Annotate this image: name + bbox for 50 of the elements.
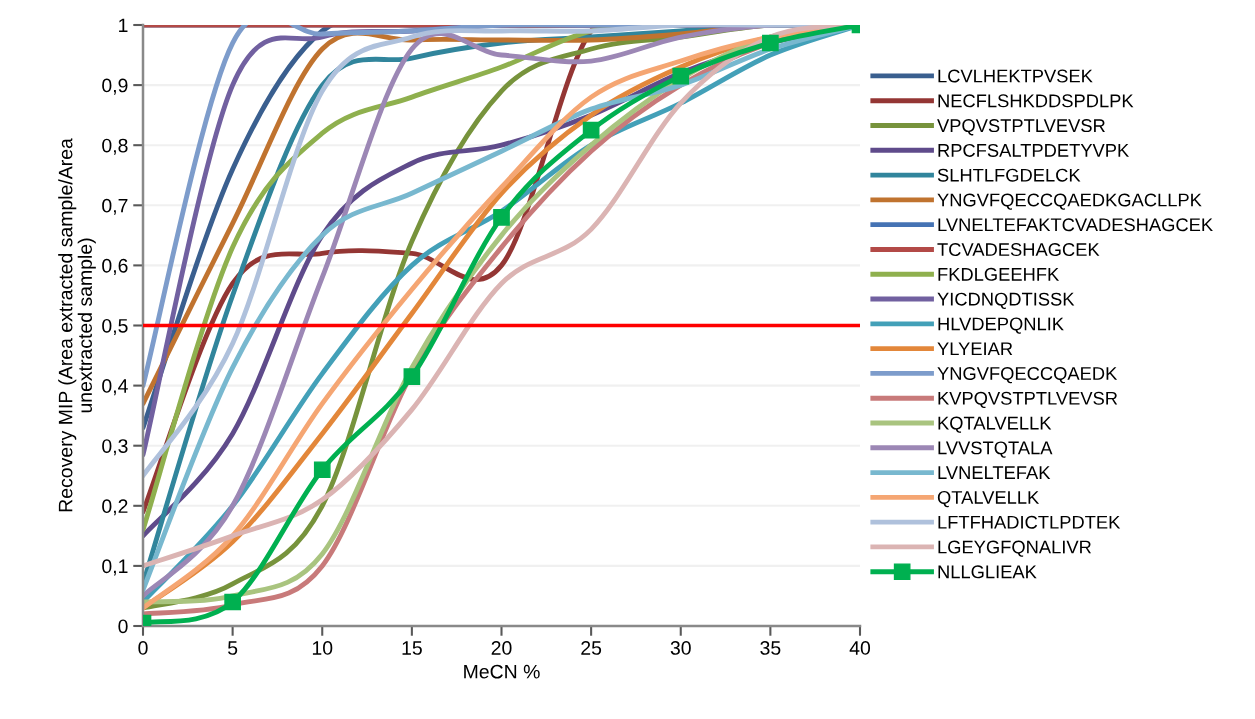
point [762, 34, 779, 52]
y-tick-label: 0,1 [102, 559, 128, 576]
x-tick-label: 30 [670, 641, 691, 655]
legend-label: QTALVELLK [937, 490, 1040, 508]
x-tick-label: 0 [138, 641, 148, 655]
legend-label: NECFLSHKDDSPDLPK [938, 94, 1134, 108]
y-tick-label: 0,2 [102, 499, 128, 516]
point [224, 593, 241, 611]
y-tick-label: 0,8 [102, 138, 128, 155]
x-tick-label: 10 [312, 641, 333, 655]
y-tick-label: 0,4 [102, 379, 128, 396]
y-tick-label: 0,9 [102, 78, 128, 95]
point [403, 368, 421, 385]
legend-label: HLVDEPQNLIK [938, 317, 1064, 334]
point [672, 67, 690, 85]
legend-label: YICDNQDTISSK [937, 292, 1075, 309]
legend-label: LFTFHADICTLPDTEK [938, 515, 1121, 529]
legend-label: KVPQVSTPTLVEVSR [938, 391, 1118, 409]
point [582, 121, 600, 139]
legend-label: LVVSTQTALA [938, 441, 1053, 458]
legend-label: LVNELTEFAKTCVADESHAGCEK [938, 218, 1213, 232]
y-tick-label: 0,6 [102, 258, 128, 275]
y-tick-label: 0,3 [102, 439, 128, 456]
legend-label: FKDLGEEHFK [938, 267, 1060, 281]
legend-label: LGEYGFQNALIVR [938, 540, 1092, 557]
legend-label: YLYEIAR [937, 342, 1013, 356]
legend-label: YNGVFQECCQAEDK [937, 367, 1118, 384]
x-axis-title: MeCN % [464, 664, 540, 679]
point [313, 461, 331, 479]
legend-label: LCVLHEKTPVSEK [938, 69, 1093, 83]
legend-label: KQTALVELLK [938, 416, 1052, 433]
legend-label: SLHTLFGDELCK [937, 168, 1081, 182]
legend-label: YNGVFQECCQAEDKGACLLPK [937, 193, 1202, 210]
x-tick-label: 5 [228, 641, 238, 655]
x-tick-label: 20 [491, 641, 512, 655]
y-tick-label: 0 [118, 619, 128, 634]
point [493, 208, 510, 226]
legend-label: NLLGLIEAK [938, 565, 1037, 579]
y-axis-title: Recovery MIP (Area extracted sample/Area unextracted sample) [58, 138, 96, 512]
y-tick-label: 0,7 [102, 198, 128, 215]
legend-label: TCVADESHAGCEK [937, 243, 1100, 257]
legend-label: RPCFSALTPDETYVPK [938, 143, 1130, 157]
x-tick-label: 40 [849, 641, 871, 655]
legend-label: VPQVSTPTLVEVSR [937, 119, 1105, 136]
legend-label: LVNELTEFAK [938, 466, 1051, 479]
x-tick-label: 35 [760, 641, 781, 655]
y-tick-label: 1 [119, 18, 128, 33]
x-tick-label: 15 [402, 641, 422, 655]
y-tick-label: 0,5 [102, 318, 128, 336]
x-tick-label: 25 [581, 641, 602, 655]
